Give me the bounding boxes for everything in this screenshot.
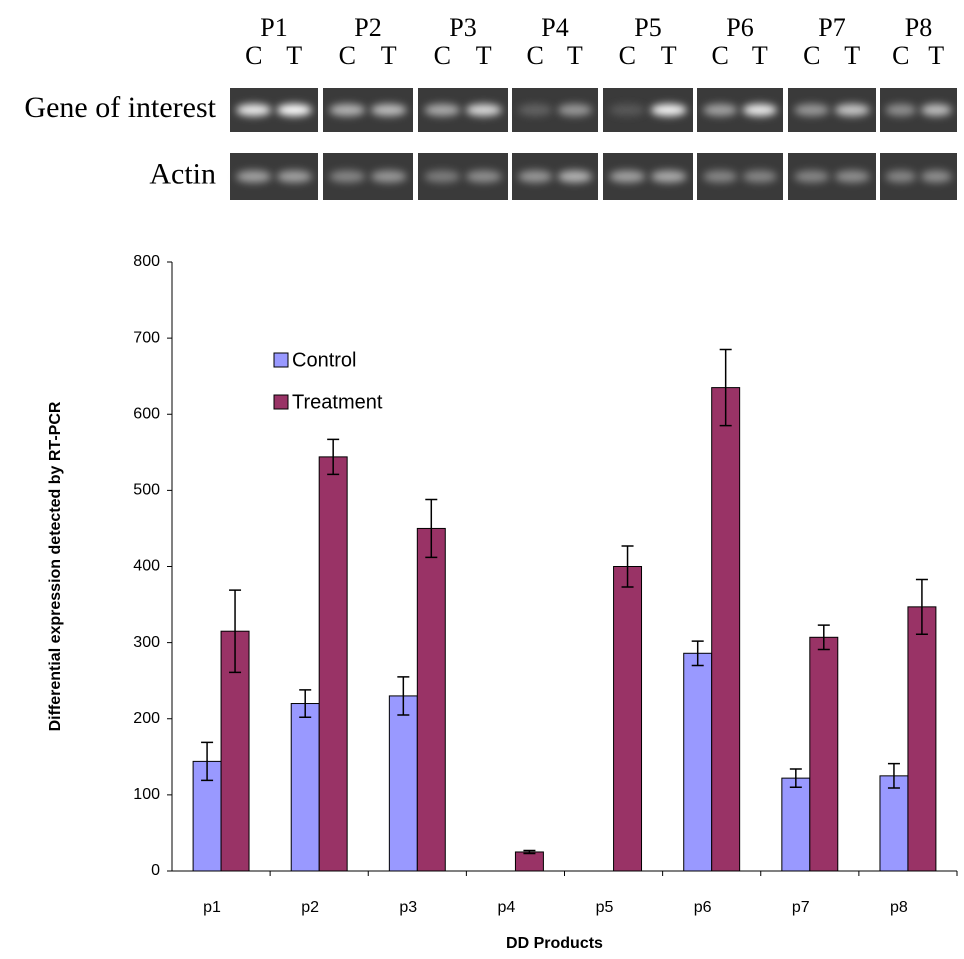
gel-band — [466, 171, 502, 183]
row-label: Actin — [149, 157, 216, 190]
lane-label: C — [892, 41, 909, 70]
x-tick-label: p7 — [792, 899, 810, 916]
gel-band — [651, 171, 687, 183]
bar — [712, 388, 740, 871]
gel-band — [518, 171, 552, 183]
gel-band — [558, 171, 592, 183]
lane-label: C — [434, 41, 451, 70]
gel-band — [518, 104, 552, 116]
gel-band — [609, 104, 645, 116]
group-label: P3 — [449, 13, 476, 42]
gel-band — [921, 171, 952, 183]
x-axis-title: DD Products — [506, 935, 603, 952]
y-axis-title: Differential expression detected by RT-P… — [47, 401, 64, 731]
gel-band — [609, 171, 645, 183]
group-label: P1 — [260, 13, 287, 42]
x-tick-label: p1 — [203, 899, 221, 916]
group-label: P2 — [354, 13, 381, 42]
gel-band — [277, 104, 312, 116]
bar — [810, 637, 838, 871]
bar — [319, 457, 347, 871]
x-tick-label: p6 — [694, 899, 712, 916]
gel-band — [651, 104, 687, 116]
lane-label: C — [712, 41, 729, 70]
y-tick-label: 400 — [133, 558, 160, 575]
gel-band — [743, 171, 777, 183]
bar — [880, 776, 908, 871]
y-tick-label: 500 — [133, 482, 160, 499]
y-tick-label: 0 — [151, 862, 160, 879]
lane-label: C — [527, 41, 544, 70]
x-tick-label: p3 — [399, 899, 417, 916]
gel-band — [885, 171, 916, 183]
gel-band — [236, 171, 271, 183]
bar — [389, 696, 417, 871]
gel-band — [885, 104, 916, 116]
lane-label: C — [803, 41, 820, 70]
group-label: P7 — [818, 13, 845, 42]
gel-band — [371, 104, 407, 116]
gel-band — [794, 171, 829, 183]
chart: 0 100 200 300 400 500 600 700 800 p1 p2 p3 p4 p5 p6 p7 p… — [47, 253, 957, 952]
gel-band — [329, 171, 365, 183]
gel-band — [703, 104, 737, 116]
row-label: Gene of interest — [24, 91, 216, 124]
lane-label: T — [661, 41, 677, 70]
y-tick-label: 300 — [133, 634, 160, 651]
legend-label: Control — [292, 349, 356, 371]
x-tick-label: p2 — [301, 899, 319, 916]
gel-band — [329, 104, 365, 116]
y-tick-label: 100 — [133, 786, 160, 803]
bar — [515, 852, 543, 871]
gel-band — [558, 104, 592, 116]
group-label: P5 — [634, 13, 661, 42]
bar — [291, 704, 319, 871]
x-tick-label: p4 — [498, 899, 516, 916]
x-tick-label: p8 — [890, 899, 908, 916]
gel-band — [424, 104, 460, 116]
group-label: P8 — [905, 13, 932, 42]
x-tick-label: p5 — [596, 899, 614, 916]
legend-label: Treatment — [292, 391, 383, 413]
lane-label: C — [339, 41, 356, 70]
gel-band — [277, 171, 312, 183]
bar — [782, 778, 810, 871]
bar — [908, 607, 936, 871]
bar — [614, 567, 642, 872]
gel-band — [835, 104, 870, 116]
lane-label: T — [381, 41, 397, 70]
group-label: P6 — [726, 13, 753, 42]
y-tick-label: 800 — [133, 253, 160, 270]
lane-label: T — [844, 41, 860, 70]
gel-band — [236, 104, 271, 116]
gel-band — [794, 104, 829, 116]
gel-band — [835, 171, 870, 183]
lane-label: T — [286, 41, 302, 70]
legend-swatch — [274, 395, 288, 409]
lane-label: T — [567, 41, 583, 70]
lane-label: T — [476, 41, 492, 70]
gel-band — [743, 104, 777, 116]
lane-label: C — [619, 41, 636, 70]
bar — [417, 528, 445, 871]
y-tick-label: 600 — [133, 405, 160, 422]
y-tick-label: 200 — [133, 710, 160, 727]
lane-label: T — [928, 41, 944, 70]
gel-band — [424, 171, 460, 183]
bar — [684, 653, 712, 871]
group-label: P4 — [541, 13, 568, 42]
y-tick-label: 700 — [133, 329, 160, 346]
gel-band — [371, 171, 407, 183]
gel-band — [921, 104, 952, 116]
legend-swatch — [274, 353, 288, 367]
gel-band — [466, 104, 502, 116]
figure: P1CTP2CTP3CTP4CTP5CTP6CTP7CTP8CTGene of … — [0, 0, 964, 959]
lane-label: C — [245, 41, 262, 70]
lane-label: T — [752, 41, 768, 70]
gel-band — [703, 171, 737, 183]
